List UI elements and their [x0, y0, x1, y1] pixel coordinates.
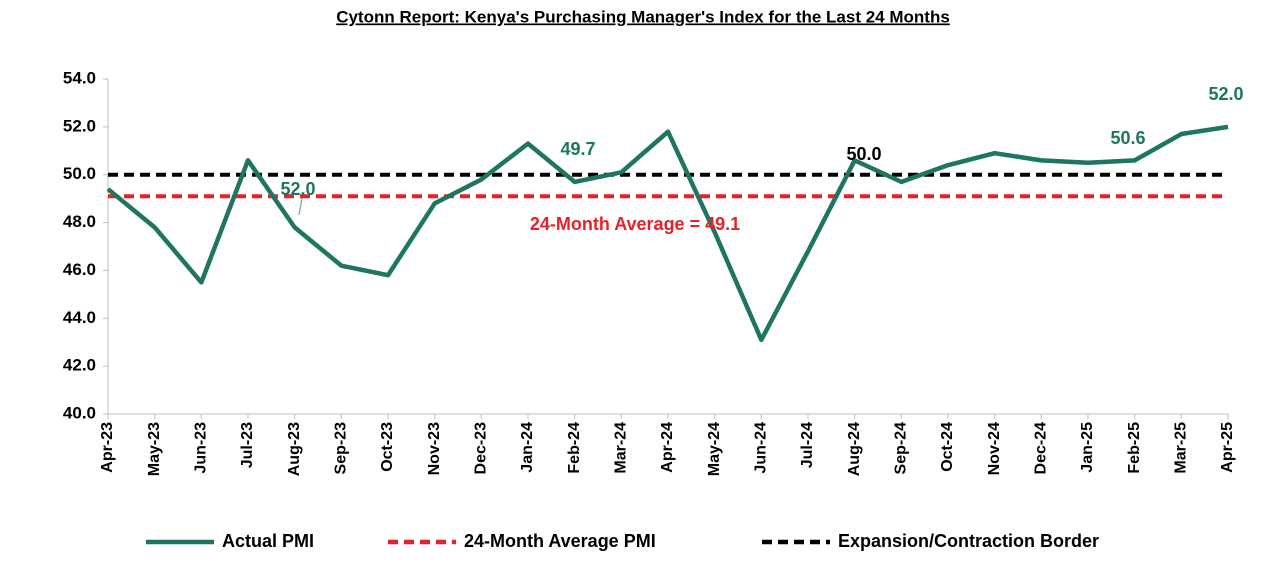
- x-tick-label: Oct-23: [379, 422, 396, 472]
- x-tick-label: Nov-23: [426, 422, 443, 475]
- y-tick-label: 46.0: [63, 260, 96, 279]
- x-tick-label: Oct-24: [939, 422, 956, 472]
- x-tick-label: Jan-25: [1079, 422, 1096, 473]
- x-tick-label: Feb-24: [566, 422, 583, 474]
- annotation: 50.6: [1110, 128, 1145, 148]
- x-tick-label: Jul-23: [239, 422, 256, 468]
- x-tick-label: Sep-24: [893, 422, 910, 475]
- annotation: 50.0: [846, 144, 881, 164]
- annotation: 52.0: [280, 179, 315, 199]
- x-tick-label: Jul-24: [799, 422, 816, 468]
- leader-line: [298, 197, 303, 216]
- x-tick-label: Apr-25: [1219, 422, 1236, 473]
- x-tick-label: Sep-23: [333, 422, 350, 475]
- x-tick-label: Apr-24: [659, 422, 676, 473]
- y-tick-label: 52.0: [63, 116, 96, 135]
- annotation: 24-Month Average = 49.1: [530, 214, 740, 234]
- x-tick-label: May-23: [146, 422, 163, 476]
- x-tick-label: Aug-23: [286, 422, 303, 476]
- y-tick-label: 48.0: [63, 212, 96, 231]
- x-tick-label: Aug-24: [846, 422, 863, 476]
- x-tick-label: Mar-25: [1173, 422, 1190, 474]
- x-tick-label: Jun-24: [753, 422, 770, 474]
- x-tick-label: May-24: [706, 422, 723, 476]
- y-tick-label: 50.0: [63, 164, 96, 183]
- data-line: [106, 124, 1229, 343]
- y-tick-label: 42.0: [63, 356, 96, 375]
- x-tick-label: Apr-23: [99, 422, 116, 473]
- y-tick-label: 44.0: [63, 308, 96, 327]
- legend-label: Expansion/Contraction Border: [838, 531, 1099, 551]
- y-tick-label: 54.0: [63, 68, 96, 87]
- legend-label: Actual PMI: [222, 531, 314, 551]
- annotation: 52.0: [1208, 84, 1243, 104]
- x-tick-label: Jan-24: [519, 422, 536, 473]
- x-tick-label: Jun-23: [193, 422, 210, 474]
- legend-label: 24-Month Average PMI: [464, 531, 656, 551]
- chart-title: Cytonn Report: Kenya's Purchasing Manage…: [336, 7, 950, 26]
- annotation: 49.7: [560, 139, 595, 159]
- x-tick-label: Feb-25: [1126, 422, 1143, 474]
- x-tick-label: Mar-24: [613, 422, 630, 474]
- x-tick-label: Dec-24: [1033, 422, 1050, 475]
- x-tick-label: Dec-23: [473, 422, 490, 475]
- y-tick-label: 40.0: [63, 403, 96, 422]
- x-tick-label: Nov-24: [986, 422, 1003, 475]
